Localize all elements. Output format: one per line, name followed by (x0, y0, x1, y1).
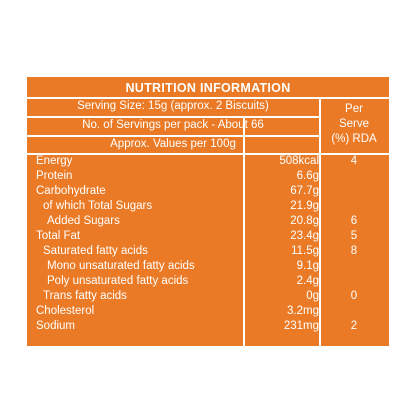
nutrient-value: 23.4g (290, 230, 319, 242)
rda-column-divider (319, 97, 321, 346)
nutrient-name: Poly unsaturated fatty acids (47, 275, 189, 287)
nutrient-name: of which Total Sugars (43, 200, 153, 212)
nutrient-value: 20.8g (290, 215, 319, 227)
nutrient-name: Added Sugars (47, 215, 120, 227)
nutrient-value: 9.1g (296, 260, 319, 272)
rda-header-line-3: (%) RDA (331, 133, 377, 145)
nutrient-rda: 5 (350, 230, 358, 242)
nutrient-value: 67.7g (290, 185, 319, 197)
nutrient-value: 231mg (283, 320, 319, 332)
values-header: Approx. Values per 100g (110, 138, 236, 150)
nutrient-value: 11.5g (291, 245, 319, 257)
servings-divider (27, 135, 319, 137)
servings-per-pack: No. of Servings per pack - About 66 (82, 119, 264, 131)
nutrient-name: Saturated fatty acids (43, 245, 148, 257)
nutrient-value: 3.2mg (287, 305, 319, 317)
nutrient-value: 0g (306, 290, 319, 302)
header-divider (27, 153, 389, 155)
nutrient-rda: 6 (350, 215, 358, 227)
nutrient-value: 508kcal (279, 155, 319, 167)
nutrient-rda: 0 (350, 290, 358, 302)
nutrient-value: 6.6g (296, 170, 319, 182)
title-divider (27, 97, 389, 99)
nutrient-rda: 2 (350, 320, 358, 332)
nutrition-label: NUTRITION INFORMATION Serving Size: 15g … (25, 75, 391, 348)
rda-header-line-1: Per (345, 103, 363, 115)
nutrient-name: Protein (36, 170, 73, 182)
nutrient-name: Mono unsaturated fatty acids (47, 260, 195, 272)
nutrient-name: Trans fatty acids (43, 290, 127, 302)
nutrient-name: Cholesterol (36, 305, 95, 317)
value-column-divider (243, 116, 245, 346)
rda-header-line-2: Serve (338, 118, 370, 130)
serving-divider (27, 116, 319, 118)
nutrient-value: 21.9g (290, 200, 319, 212)
serving-size: Serving Size: 15g (approx. 2 Biscuits) (77, 100, 269, 112)
nutrient-name: Sodium (36, 320, 75, 332)
nutrition-title: NUTRITION INFORMATION (125, 81, 291, 95)
nutrient-name: Carbohydrate (36, 185, 106, 197)
nutrient-name: Total Fat (36, 230, 81, 242)
nutrient-rda: 4 (350, 155, 358, 167)
nutrient-name: Energy (36, 155, 73, 167)
nutrient-value: 2.4g (296, 275, 319, 287)
nutrient-rda: 8 (350, 245, 358, 257)
